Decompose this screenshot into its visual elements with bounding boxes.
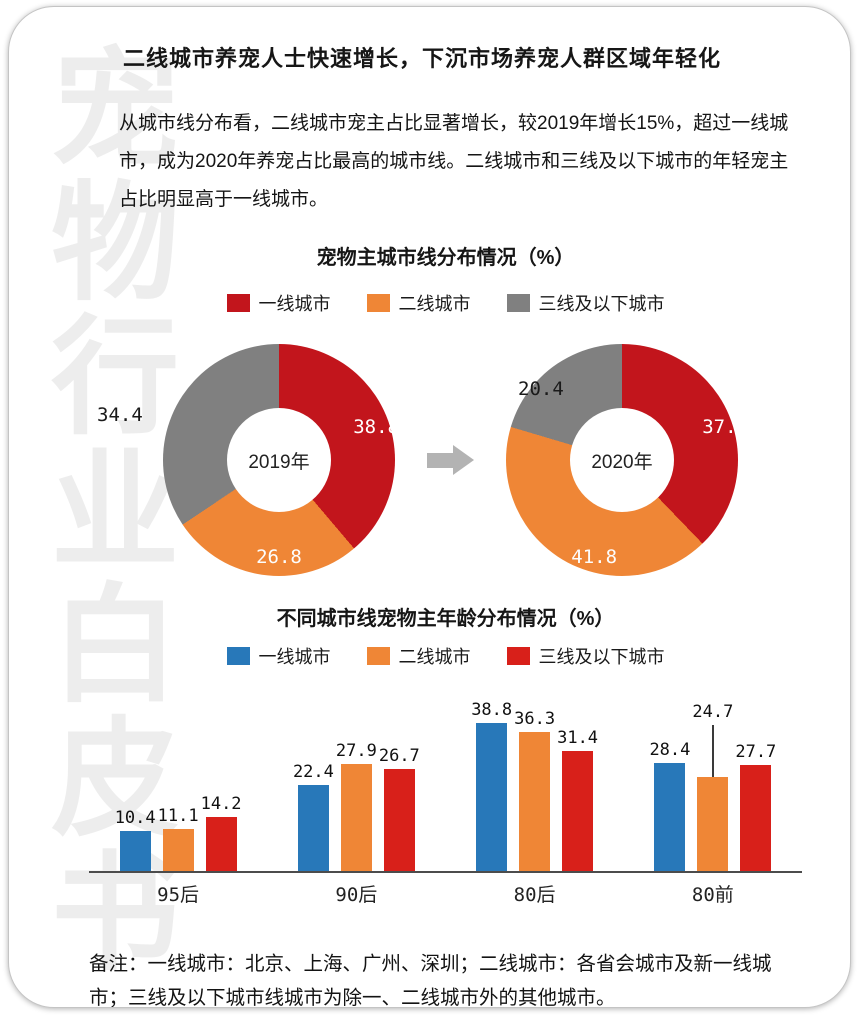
footnote: 备注：一线城市：北京、上海、广州、深圳；二线城市：各省会城市及新一线城市；三线及… — [89, 953, 772, 1008]
bar-category-label: 95后 — [157, 884, 200, 906]
bar-group: 22.4 27.9 26.7 — [267, 741, 445, 871]
legend-swatch-tier3-red — [506, 647, 530, 665]
bar-value-label: 38.8 — [471, 699, 513, 720]
bar-category-label: 90后 — [335, 884, 378, 906]
arrow-shaft — [427, 452, 453, 468]
legend-item-tier3: 三线及以下城市 — [506, 290, 665, 316]
legend-label: 三线及以下城市 — [538, 647, 665, 667]
bar-group: 28.4 24.7 27.7 — [624, 702, 802, 871]
intro-paragraph: 从城市线分布看，二线城市宠主占比显著增长，较2019年增长15%，超过一线城市，… — [119, 113, 789, 210]
bar-series-2 — [562, 751, 594, 871]
bar-group: 10.4 11.1 14.2 — [89, 794, 267, 871]
donut-row: 38.8 26.8 34.4 2019年 37.8 41.8 20.4 2020… — [97, 344, 802, 576]
legend-item-tier2: 二线城市 — [366, 643, 471, 669]
slice-value-label: 37.8 — [702, 416, 748, 438]
slice-value-label: 26.8 — [256, 546, 302, 568]
slice-value-label: 34.4 — [97, 404, 143, 426]
bar-column: 36.3 — [514, 709, 555, 871]
bar-value-label: 27.9 — [335, 741, 377, 762]
bar-series-1 — [340, 764, 372, 871]
legend-label: 一线城市 — [258, 294, 331, 314]
bar-value-label: 24.7 — [692, 701, 734, 722]
bar-value-label: 11.1 — [157, 805, 199, 826]
bar-series-2 — [205, 816, 237, 871]
bar-column: 22.4 — [293, 762, 334, 871]
label-leader-line — [711, 724, 714, 777]
bar-value-label: 14.2 — [200, 793, 242, 814]
bar-series-0 — [476, 722, 508, 871]
donut-center: 2019年 — [227, 408, 331, 512]
legend-swatch-tier3 — [506, 294, 530, 312]
bar-value-label: 10.4 — [114, 808, 156, 829]
legend-swatch-tier2 — [366, 294, 390, 312]
legend-item-tier2: 二线城市 — [366, 290, 471, 316]
bar-value-label: 26.7 — [378, 746, 420, 767]
legend-label: 一线城市 — [258, 647, 331, 667]
bar-series-0 — [119, 831, 151, 871]
arrow-head — [453, 445, 474, 475]
bar-value-label: 27.7 — [735, 742, 777, 763]
legend-label: 二线城市 — [398, 647, 471, 667]
bar-column: 31.4 — [557, 728, 598, 871]
slice-value-label: 38.8 — [353, 416, 399, 438]
donut-chart-2019: 38.8 26.8 34.4 2019年 — [97, 344, 399, 576]
report-card: 宠物行业白皮书 二线城市养宠人士快速增长，下沉市场养宠人群区域年轻化 从城市线分… — [8, 6, 851, 1008]
bar-column: 28.4 — [649, 740, 690, 871]
bar-value-label: 28.4 — [649, 739, 691, 760]
bar-column: 27.9 — [336, 741, 377, 871]
pie-chart-title: 宠物主城市线分布情况（%） — [316, 247, 575, 269]
page-title: 二线城市养宠人士快速增长，下沉市场养宠人群区域年轻化 — [123, 46, 722, 71]
pie-legend: 一线城市 二线城市 三线及以下城市 — [89, 290, 802, 316]
slice-value-label: 20.4 — [518, 378, 564, 400]
bar-column: 27.7 — [735, 742, 776, 871]
donut-center-label: 2020年 — [591, 451, 653, 473]
legend-label: 三线及以下城市 — [538, 294, 665, 314]
bar-chart-title: 不同城市线宠物主年龄分布情况（%） — [276, 608, 615, 630]
bar-value-label: 36.3 — [514, 709, 556, 730]
content: 二线城市养宠人士快速增长，下沉市场养宠人群区域年轻化 从城市线分布看，二线城市宠… — [9, 7, 850, 1008]
bar-plot: 10.4 11.1 14.2 22.4 27.9 26.7 38.8 36.3 31.4 28.4… — [89, 683, 802, 873]
bar-value-label: 31.4 — [557, 728, 599, 749]
bar-series-1 — [162, 828, 194, 871]
bar-column: 38.8 — [471, 700, 512, 871]
bar-series-0 — [297, 785, 329, 871]
legend-label: 二线城市 — [398, 294, 471, 314]
donut-center: 2020年 — [570, 408, 674, 512]
legend-item-tier1: 一线城市 — [226, 643, 331, 669]
bar-column: 11.1 — [158, 806, 199, 871]
bar-column: 10.4 — [115, 808, 156, 871]
bar-legend: 一线城市 二线城市 三线及以下城市 — [89, 643, 802, 669]
bar-series-1 — [697, 776, 729, 871]
bar-category-label: 80后 — [513, 884, 556, 906]
bar-column: 14.2 — [201, 794, 242, 871]
arrow-right-icon — [427, 445, 474, 475]
donut-chart-2020: 37.8 41.8 20.4 2020年 — [506, 344, 748, 576]
legend-swatch-tier2-orange — [366, 647, 390, 665]
slice-value-label: 41.8 — [571, 546, 618, 568]
bar-column: 26.7 — [379, 746, 420, 871]
legend-swatch-tier1-blue — [226, 647, 250, 665]
bar-series-1 — [519, 732, 551, 871]
legend-item-tier1: 一线城市 — [226, 290, 331, 316]
legend-item-tier3: 三线及以下城市 — [506, 643, 665, 669]
legend-swatch-tier1 — [226, 294, 250, 312]
bar-category-label: 80前 — [691, 884, 734, 906]
bar-series-2 — [740, 765, 772, 871]
donut-center-label: 2019年 — [248, 451, 310, 473]
bar-series-0 — [654, 762, 686, 871]
bar-series-2 — [383, 769, 415, 871]
bar-categories: 95后 90后 80后 80前 — [89, 880, 802, 907]
bar-value-label: 22.4 — [292, 762, 334, 783]
bar-group: 38.8 36.3 31.4 — [446, 700, 624, 871]
bar-column: 24.7 — [692, 702, 733, 871]
